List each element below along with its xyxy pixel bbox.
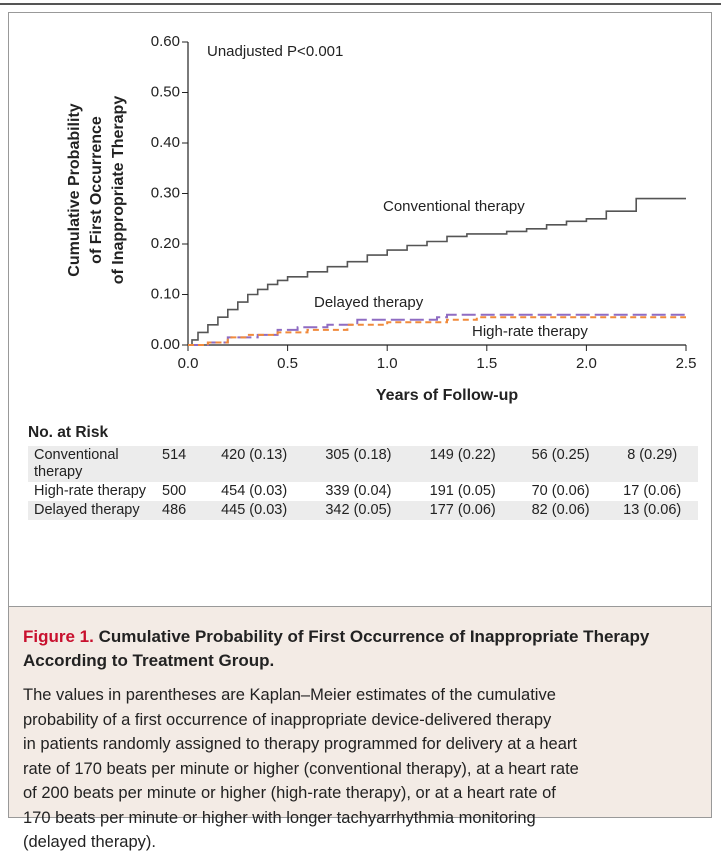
group-name: High-rate therapy (34, 483, 147, 499)
caption-line: of 200 beats per minute or higher (high-… (23, 784, 556, 802)
risk-cell: 191 (0.05) (429, 483, 496, 499)
group-name: Conventional therapy (28, 446, 162, 482)
risk-cell: 70 (0.06) (531, 483, 590, 499)
top-rule (0, 3, 721, 5)
risk-row: High-rate therapy 500 454 (0.03) 339 (0.04)… (28, 482, 698, 501)
risk-cell: 17 (0.06) (623, 483, 682, 499)
curve-label: Conventional therapy (383, 198, 525, 215)
y-axis-label: of First Occurrence (88, 116, 105, 264)
y-tick-label: 0.50 (151, 83, 180, 100)
caption-title: Figure 1. Cumulative Probability of Firs… (23, 625, 697, 673)
risk-table-title: No. at Risk (28, 424, 109, 441)
risk-cell: 342 (0.05) (306, 501, 411, 520)
page: {"chart_data": {"type": "step-line", "an… (0, 3, 721, 851)
curve-label: High-rate therapy (472, 323, 588, 340)
caption-line: (delayed therapy). (23, 833, 156, 851)
risk-cell: 305 (0.18) (306, 446, 411, 482)
x-tick-label: 1.0 (377, 355, 398, 372)
x-tick-label: 1.5 (476, 355, 497, 372)
risk-row: Conventional therapy 514 420 (0.13) 305 (0.… (28, 446, 698, 482)
caption-line: probability of a first occurrence of ina… (23, 710, 552, 729)
title-line: Figure 1. Cumulative Probability of Firs… (23, 625, 697, 649)
risk-grid: Conventional therapy 514 420 (0.13) 305 (0.… (28, 446, 698, 520)
survival-curve (188, 313, 686, 346)
risk-cell: 339 (0.04) (325, 483, 392, 499)
caption-line: The values in parentheses are Kaplan–Mei… (23, 686, 556, 704)
risk-cell: 82 (0.06) (514, 501, 607, 520)
y-tick-label: 0.10 (151, 285, 180, 302)
figure-label: Figure 1. (23, 627, 94, 646)
x-axis-label: Years of Follow-up (376, 387, 518, 404)
curve-label: Delayed therapy (314, 294, 424, 311)
risk-table: No. at Risk Conventional therapy 514 420 (… (28, 424, 698, 520)
figure-frame (8, 12, 712, 818)
figure-title: Cumulative Probability of First Occurren… (98, 627, 650, 646)
x-tick-label: 2.0 (576, 355, 597, 372)
survival-curve (188, 316, 686, 346)
caption: Figure 1. Cumulative Probability of Firs… (9, 606, 711, 851)
risk-cell: 454 (0.03) (221, 483, 288, 499)
risk-cell: 8 (0.29) (606, 446, 698, 482)
figure-title: According to Treatment Group. (23, 651, 275, 670)
y-tick-label: 0.20 (151, 235, 180, 252)
y-tick-label: 0.30 (151, 184, 180, 201)
risk-row: Delayed therapy 486 445 (0.03) 342 (0.05) 17… (28, 501, 698, 520)
risk-cell: 177 (0.06) (410, 501, 515, 520)
y-axis-label: Cumulative Probability (66, 103, 83, 276)
annotation: Unadjusted P<0.001 (207, 43, 343, 60)
y-axis-label: of Inappropriate Therapy (110, 96, 127, 285)
caption-line: in patients randomly assigned to therapy… (23, 735, 577, 753)
y-tick-label: 0.40 (151, 134, 180, 151)
caption-line: 170 beats per minute or higher with long… (23, 808, 536, 827)
x-tick-label: 0.0 (178, 355, 199, 372)
risk-cell: 13 (0.06) (606, 501, 698, 520)
risk-cell: 445 (0.03) (202, 501, 307, 520)
group-name: Delayed therapy (28, 501, 162, 520)
x-tick-label: 0.5 (277, 355, 298, 372)
risk-cell: 514 (162, 446, 202, 482)
risk-cell: 486 (162, 501, 202, 520)
y-tick-label: 0.00 (151, 336, 180, 353)
survival-curve (188, 197, 686, 346)
caption-line: rate of 170 beats per minute or higher (… (23, 759, 579, 778)
chart: 0.00 0.10 0.20 0.30 0.40 0.50 0.60 0.0 0.5 1.0 1.5… (66, 33, 697, 404)
risk-cell: 149 (0.22) (410, 446, 515, 482)
risk-cell: 56 (0.25) (514, 446, 607, 482)
y-tick-label: 0.60 (151, 33, 180, 50)
risk-cell: 500 (162, 483, 187, 499)
caption-body: The values in parentheses are Kaplan–Mei… (23, 683, 697, 855)
risk-cell: 420 (0.13) (202, 446, 307, 482)
x-tick-label: 2.5 (676, 355, 697, 372)
